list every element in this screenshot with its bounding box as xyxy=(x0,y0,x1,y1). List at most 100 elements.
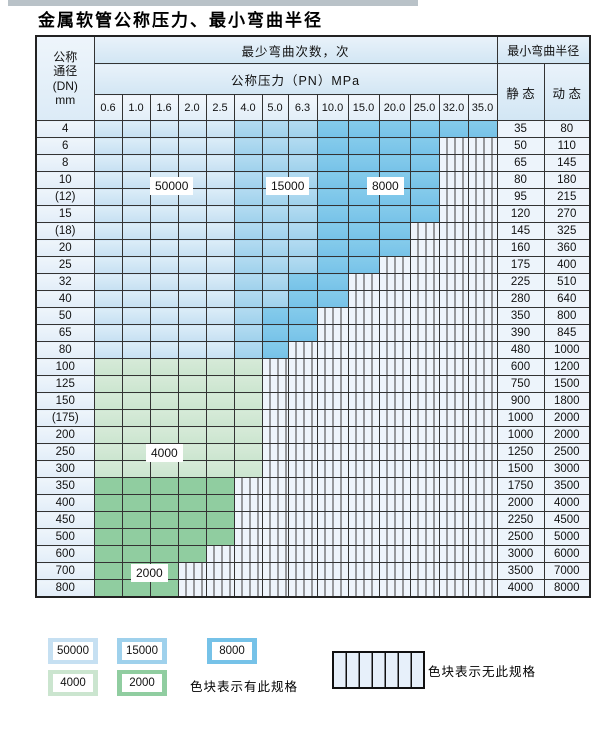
no-spec-cell xyxy=(467,528,498,546)
spec-cell-50000 xyxy=(121,154,151,172)
no-spec-cell xyxy=(316,494,349,512)
spec-cell-8000 xyxy=(467,120,498,138)
spec-cell-4000 xyxy=(205,375,235,393)
spec-cell-2000 xyxy=(93,511,123,529)
dn-value: 100 xyxy=(35,358,95,376)
no-spec-cell xyxy=(438,188,469,206)
legend-swatch-label: 2000 xyxy=(122,674,162,692)
no-spec-cell xyxy=(438,154,469,172)
spec-cell-2000 xyxy=(121,545,151,563)
no-spec-cell xyxy=(347,511,380,529)
no-spec-cell xyxy=(438,511,469,529)
dn-header-line: 通径 xyxy=(53,64,78,79)
no-spec-cell xyxy=(347,375,380,393)
spec-cell-2000 xyxy=(93,494,123,512)
no-spec-cell xyxy=(438,256,469,274)
spec-cell-8000 xyxy=(316,256,349,274)
spec-cell-4000 xyxy=(93,443,123,461)
spec-cell-4000 xyxy=(205,460,235,478)
static-radius-value: 4000 xyxy=(496,579,545,598)
no-spec-cell xyxy=(467,579,498,598)
spec-cell-50000 xyxy=(205,341,235,359)
no-spec-cell xyxy=(261,358,289,376)
no-spec-cell xyxy=(378,324,411,342)
min-bend-radius-header: 最小弯曲半径 xyxy=(496,35,591,64)
spec-cell-4000 xyxy=(233,392,263,410)
no-spec-cell xyxy=(261,392,289,410)
no-spec-cell xyxy=(438,375,469,393)
dn-header-line: 公称 xyxy=(53,49,78,64)
spec-cell-4000 xyxy=(149,460,179,478)
spec-cell-8000 xyxy=(409,188,440,206)
spec-cell-50000 xyxy=(93,154,123,172)
spec-cell-50000 xyxy=(121,171,151,189)
spec-cell-2000 xyxy=(93,528,123,546)
spec-cell-4000 xyxy=(93,460,123,478)
no-spec-cell xyxy=(347,477,380,495)
spec-cell-2000 xyxy=(121,528,151,546)
spec-cell-15000 xyxy=(233,256,263,274)
no-spec-cell xyxy=(347,460,380,478)
no-spec-cell xyxy=(438,324,469,342)
spec-cell-15000 xyxy=(287,222,318,240)
dynamic-radius-value: 215 xyxy=(543,188,591,206)
spec-cell-15000 xyxy=(233,137,263,155)
table-row: (12) 95 215 xyxy=(35,188,591,206)
no-spec-cell xyxy=(438,409,469,427)
spec-cell-2000 xyxy=(93,579,123,598)
spec-cell-4000 xyxy=(233,426,263,444)
spec-cell-8000 xyxy=(378,137,411,155)
dynamic-radius-value: 4500 xyxy=(543,511,591,529)
spec-cell-8000 xyxy=(287,273,318,291)
no-spec-cell xyxy=(233,477,263,495)
spec-cell-50000 xyxy=(149,222,179,240)
spec-cell-50000 xyxy=(177,290,207,308)
table-body: 4 35 80 6 50 110 8 65 145 10 80 180 (12) 95 215 15 120 27… xyxy=(35,120,591,598)
dn-value: 300 xyxy=(35,460,95,478)
dynamic-radius-value: 2000 xyxy=(543,426,591,444)
table-row: 125 750 1500 xyxy=(35,375,591,393)
no-spec-cell xyxy=(261,579,289,598)
spec-cell-4000 xyxy=(93,375,123,393)
no-spec-cell xyxy=(409,239,440,257)
no-spec-cell xyxy=(467,239,498,257)
pressure-column-header: 10.0 xyxy=(316,94,349,121)
spec-cell-50000 xyxy=(149,341,179,359)
spec-cell-8000 xyxy=(347,120,380,138)
dn-value: 450 xyxy=(35,511,95,529)
no-spec-cell xyxy=(378,494,411,512)
static-radius-value: 80 xyxy=(496,171,545,189)
spec-cell-2000 xyxy=(205,528,235,546)
no-spec-cell xyxy=(438,477,469,495)
spec-cell-8000 xyxy=(378,154,411,172)
no-spec-cell xyxy=(261,426,289,444)
no-spec-cell xyxy=(233,579,263,598)
spec-cell-50000 xyxy=(121,290,151,308)
spec-cell-50000 xyxy=(93,171,123,189)
spec-cell-50000 xyxy=(149,324,179,342)
spec-cell-15000 xyxy=(233,324,263,342)
no-spec-cell xyxy=(409,528,440,546)
spec-cell-2000 xyxy=(205,477,235,495)
no-spec-cell xyxy=(467,307,498,325)
no-spec-cell xyxy=(409,511,440,529)
table-row: 8 65 145 xyxy=(35,154,591,172)
dn-header-line: (DN) xyxy=(52,78,78,93)
spec-cell-50000 xyxy=(205,137,235,155)
spec-cell-50000 xyxy=(205,256,235,274)
spec-cell-15000 xyxy=(233,154,263,172)
spec-cell-50000 xyxy=(93,341,123,359)
pressure-values-row: 0.6 1.0 1.6 2.0 2.5 4.0 5.0 6.3 10.0 15.0 20.0 25.0… xyxy=(36,94,590,121)
legend-swatch-label: 4000 xyxy=(53,674,93,692)
dn-value: 32 xyxy=(35,273,95,291)
spec-cell-50000 xyxy=(205,188,235,206)
spec-cell-2000 xyxy=(177,477,207,495)
no-spec-cell xyxy=(347,494,380,512)
spec-cell-4000 xyxy=(93,409,123,427)
static-radius-value: 480 xyxy=(496,341,545,359)
legend-swatch-15000: 15000 xyxy=(117,638,167,664)
dn-value: (12) xyxy=(35,188,95,206)
dynamic-radius-value: 145 xyxy=(543,154,591,172)
no-spec-cell xyxy=(409,443,440,461)
